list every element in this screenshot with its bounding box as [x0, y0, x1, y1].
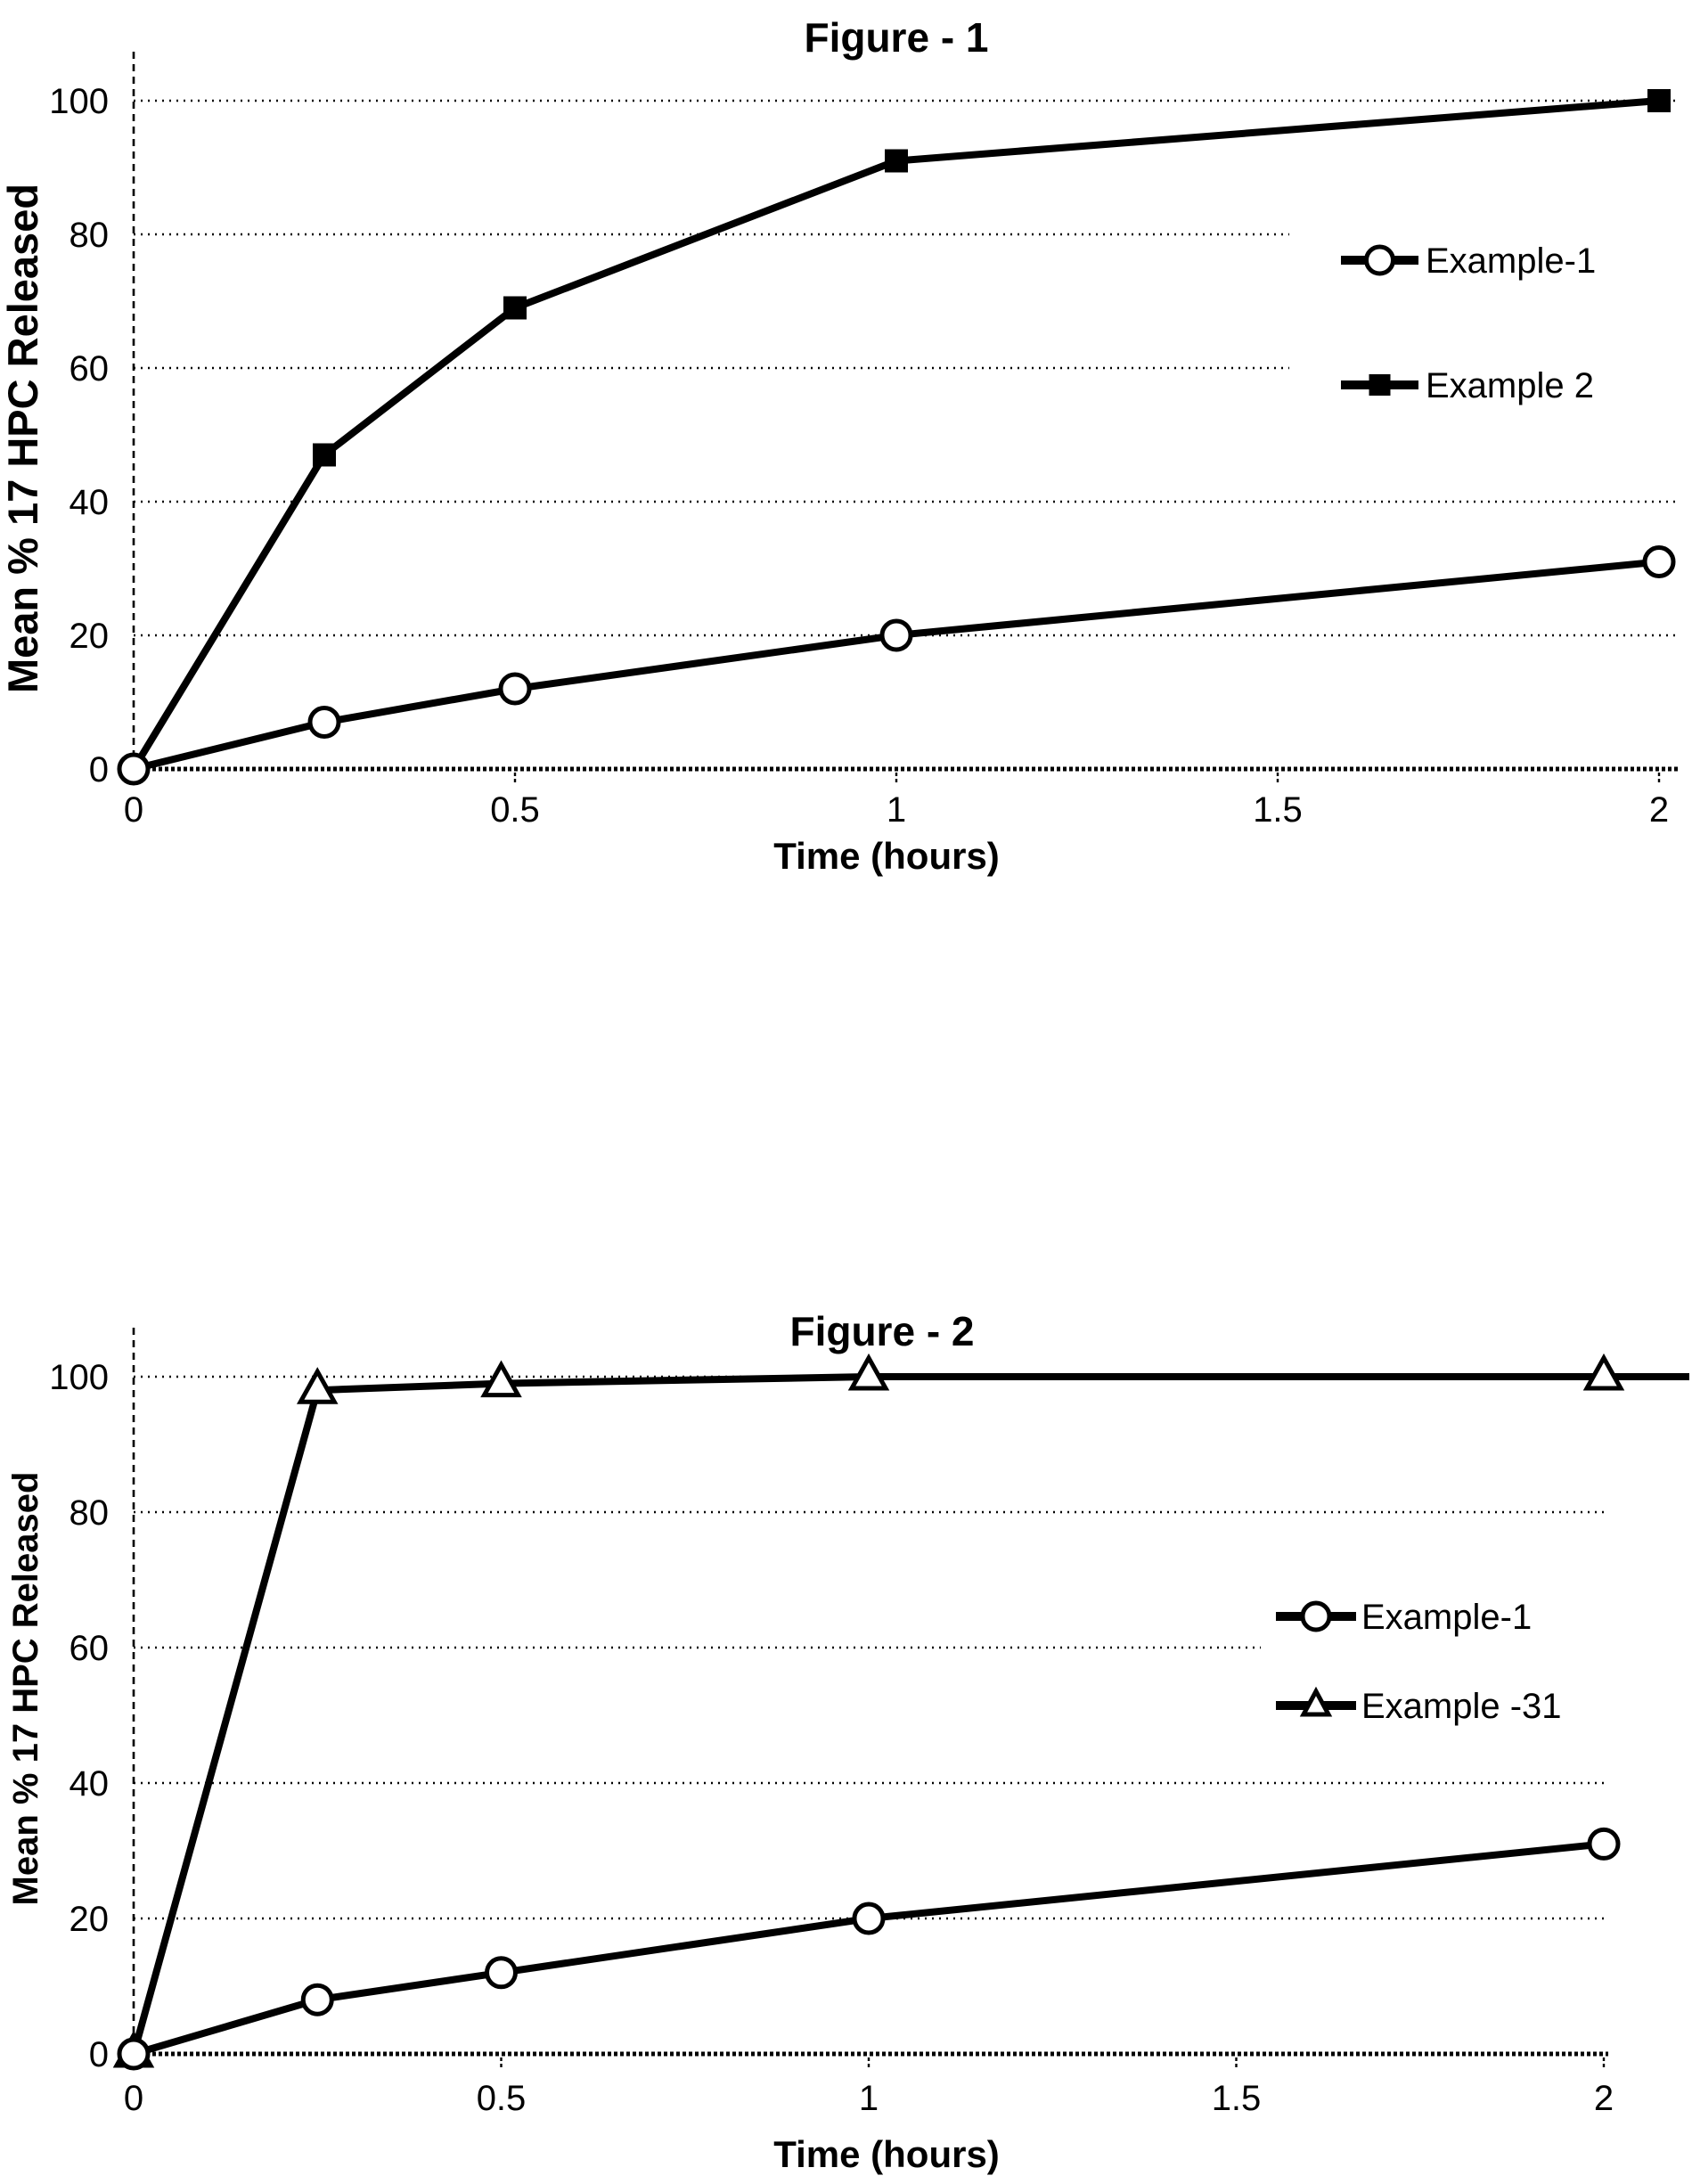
fig1-circle-marker: [879, 618, 913, 652]
fig2-y-tick-label: 20: [69, 1900, 110, 1939]
fig1-x-tick-label: 0.5: [490, 790, 540, 830]
fig1-legend-label: Example-1: [1426, 241, 1596, 281]
fig2-legend: Example-1 Example -31: [1261, 1564, 1655, 1753]
fig1-y-tick-label: 60: [69, 349, 110, 389]
fig1-legend-item-example-2: Example 2: [1341, 366, 1594, 405]
fig2-triangle-marker: [480, 1360, 522, 1398]
fig1-series-example-1: [117, 545, 1676, 786]
fig2-series-line: [132, 1840, 1605, 2057]
fig2-legend-circle-marker: [1300, 1600, 1332, 1632]
fig1-legend-label: Example 2: [1426, 366, 1594, 405]
fig1-x-tick-label: 1.5: [1253, 790, 1303, 830]
fig2-series-line: [130, 1373, 1689, 2056]
fig2-title: Figure - 2: [789, 1308, 974, 1354]
fig2-circle-marker: [1587, 1827, 1621, 1861]
fig2-x-tick-label: 2: [1594, 2079, 1614, 2118]
fig1-y-tick-label: 20: [69, 617, 110, 656]
fig2-legend-item-example-31: Example -31: [1276, 1686, 1562, 1726]
fig2-legend-background: [1261, 1564, 1655, 1753]
fig1-square-marker: [885, 149, 908, 173]
fig1-legend-background: [1289, 209, 1680, 432]
fig2-legend-triangle-marker: [1299, 1686, 1333, 1717]
fig2-circle-marker: [852, 1902, 886, 1935]
fig1-x-tick-label: 0: [124, 790, 143, 830]
fig1-square-marker: [313, 443, 336, 467]
fig1-legend-square-marker: [1369, 374, 1391, 396]
fig1-legend-circle-marker: [1364, 244, 1395, 276]
fig1-square-marker: [1647, 89, 1671, 112]
fig1-y-tick-label: 0: [89, 750, 109, 789]
fig2-y-tick-label: 60: [69, 1629, 110, 1668]
fig1-circle-marker: [307, 706, 341, 739]
fig2-circle-marker: [485, 1956, 518, 1990]
fig1-title: Figure - 1: [804, 14, 988, 61]
fig2-y-tick-label: 80: [69, 1493, 110, 1533]
fig2-x-tick-label: 0.5: [477, 2079, 527, 2118]
fig2-x-tick-label: 1.5: [1212, 2079, 1262, 2118]
fig2-legend-label: Example -31: [1361, 1687, 1562, 1726]
fig2-y-tick-label: 0: [89, 2035, 109, 2074]
fig1-x-axis-title: Time (hours): [773, 835, 1000, 877]
fig1-y-axis-title: Mean % 17 HPC Released: [0, 184, 46, 693]
fig2-circle-marker: [300, 1983, 334, 2016]
fig2-triangle-marker: [296, 1367, 339, 1404]
fig1-square-marker: [503, 296, 527, 320]
fig1-y-tick-label: 40: [69, 483, 110, 522]
fig2-legend-label: Example-1: [1361, 1598, 1532, 1637]
fig1-y-tick-label: 80: [69, 216, 110, 255]
fig1-y-tick-label: 100: [49, 82, 109, 121]
fig2-triangle-marker: [1582, 1353, 1625, 1391]
fig1-series-example-2: [122, 89, 1671, 781]
fig2-triangle-marker: [847, 1353, 890, 1391]
fig2-y-tick-label: 40: [69, 1764, 110, 1804]
fig2-y-axis-title: Mean % 17 HPC Released: [6, 1472, 45, 1906]
fig1-series-line: [130, 97, 1660, 772]
fig1-legend-item-example-1: Example-1: [1341, 241, 1596, 281]
fig1-x-tick-label: 1: [887, 790, 906, 830]
fig1-legend: Example-1 Example 2: [1289, 209, 1680, 432]
fig1-circle-marker: [1642, 545, 1676, 578]
fig1-circle-marker: [117, 752, 151, 786]
fig2-x-axis-title: Time (hours): [773, 2133, 1000, 2175]
fig2-legend-item-example-1: Example-1: [1276, 1598, 1532, 1637]
fig1-series-line: [133, 558, 1660, 773]
fig2-x-tick-label: 1: [859, 2079, 879, 2118]
fig1-circle-marker: [498, 672, 532, 706]
fig2-x-tick-label: 0: [124, 2079, 143, 2118]
fig2-series-example-1: [117, 1827, 1621, 2071]
fig2-circle-marker: [117, 2037, 151, 2071]
fig2-y-tick-label: 100: [49, 1358, 109, 1397]
fig1-x-tick-label: 2: [1649, 790, 1669, 830]
